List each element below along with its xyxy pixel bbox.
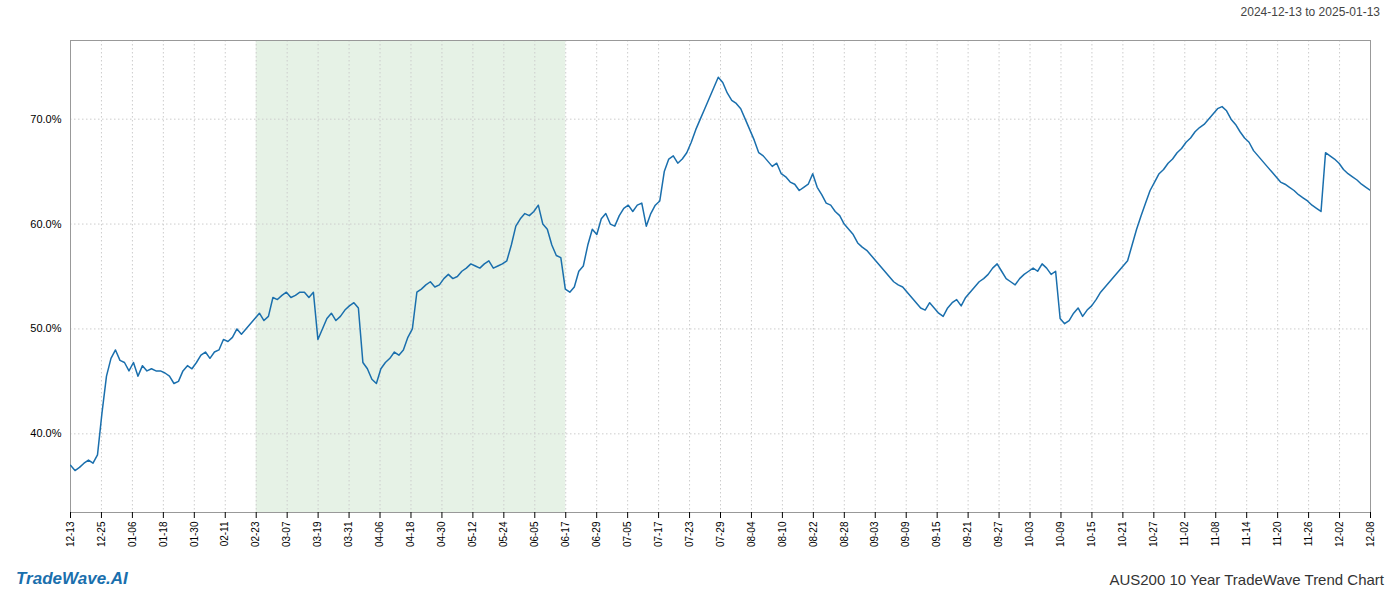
svg-text:08-04: 08-04 bbox=[746, 521, 757, 547]
svg-text:06-29: 06-29 bbox=[591, 521, 602, 547]
svg-text:12-02: 12-02 bbox=[1334, 521, 1345, 547]
svg-text:06-17: 06-17 bbox=[560, 521, 571, 547]
svg-text:12-13: 12-13 bbox=[65, 521, 76, 547]
html-text:AUS200 10 Year TradeWave Trend: AUS200 10 Year TradeWave Trend Chart bbox=[1109, 570, 1384, 588]
svg-text:09-27: 09-27 bbox=[993, 521, 1004, 547]
svg-text:04-18: 04-18 bbox=[405, 521, 416, 547]
svg-text:12-08: 12-08 bbox=[1365, 521, 1376, 547]
svg-text:02-11: 02-11 bbox=[219, 521, 230, 546]
svg-text:07-05: 07-05 bbox=[622, 521, 633, 547]
svg-text:12-25: 12-25 bbox=[96, 521, 107, 547]
svg-text:11-08: 11-08 bbox=[1210, 521, 1221, 546]
svg-text:40.0%: 40.0% bbox=[30, 427, 61, 439]
svg-text:08-22: 08-22 bbox=[808, 521, 819, 547]
svg-text:01-18: 01-18 bbox=[158, 521, 169, 547]
svg-text:70.0%: 70.0% bbox=[30, 113, 61, 125]
svg-text:07-23: 07-23 bbox=[684, 521, 695, 547]
svg-text:01-06: 01-06 bbox=[127, 521, 138, 547]
svg-text:11-02: 11-02 bbox=[1179, 521, 1190, 546]
svg-text:09-15: 09-15 bbox=[931, 521, 942, 547]
svg-text:11-20: 11-20 bbox=[1272, 521, 1283, 546]
html-text:TradeWave.AI: TradeWave.AI bbox=[16, 569, 128, 588]
svg-text:03-19: 03-19 bbox=[312, 521, 323, 547]
svg-text:10-09: 10-09 bbox=[1055, 521, 1066, 547]
svg-text:04-06: 04-06 bbox=[374, 521, 385, 547]
svg-text:07-17: 07-17 bbox=[653, 521, 664, 547]
svg-text:05-12: 05-12 bbox=[467, 521, 478, 547]
svg-text:10-21: 10-21 bbox=[1117, 521, 1128, 547]
svg-text:03-07: 03-07 bbox=[281, 521, 292, 547]
svg-text:03-31: 03-31 bbox=[343, 521, 354, 547]
svg-text:08-10: 08-10 bbox=[777, 521, 788, 547]
svg-text:11-26: 11-26 bbox=[1303, 521, 1314, 546]
html-text:2024-12-13 to 2025-01-13: 2024-12-13 to 2025-01-13 bbox=[1240, 5, 1380, 19]
svg-text:05-24: 05-24 bbox=[498, 521, 509, 547]
svg-text:04-30: 04-30 bbox=[436, 521, 447, 547]
svg-text:60.0%: 60.0% bbox=[30, 218, 61, 230]
svg-text:09-21: 09-21 bbox=[962, 521, 973, 547]
svg-text:07-29: 07-29 bbox=[715, 521, 726, 547]
svg-text:01-30: 01-30 bbox=[189, 521, 200, 547]
svg-text:06-05: 06-05 bbox=[529, 521, 540, 547]
svg-text:08-28: 08-28 bbox=[839, 521, 850, 547]
svg-text:11-14: 11-14 bbox=[1241, 521, 1252, 546]
svg-text:09-09: 09-09 bbox=[900, 521, 911, 547]
svg-text:50.0%: 50.0% bbox=[30, 322, 61, 334]
svg-text:02-23: 02-23 bbox=[250, 521, 261, 547]
svg-text:10-03: 10-03 bbox=[1024, 521, 1035, 547]
svg-text:10-15: 10-15 bbox=[1086, 521, 1097, 547]
svg-text:10-27: 10-27 bbox=[1148, 521, 1159, 547]
svg-text:09-03: 09-03 bbox=[869, 521, 880, 547]
